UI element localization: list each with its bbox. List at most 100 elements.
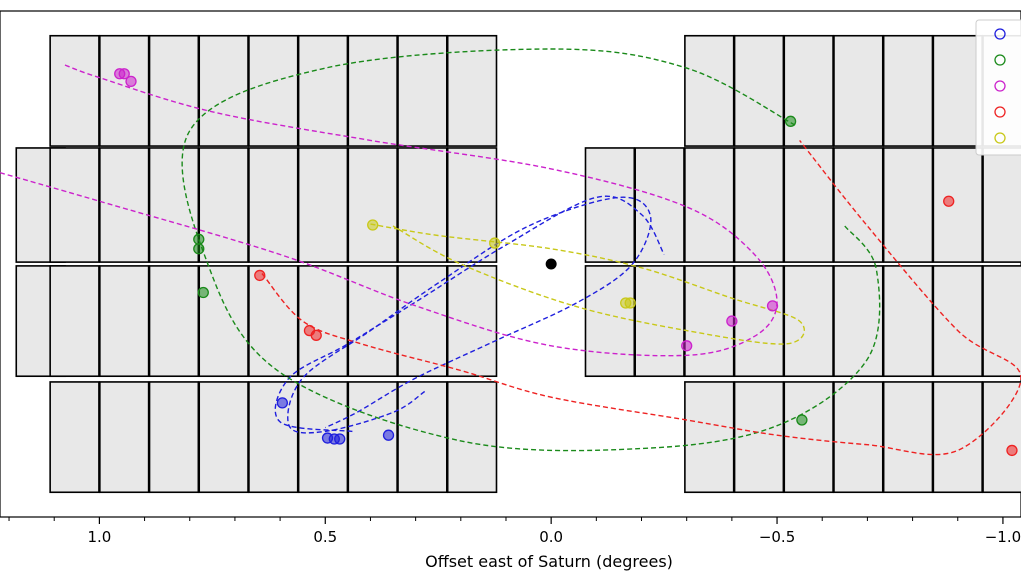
detector-panel bbox=[397, 147, 448, 263]
detector-panel bbox=[198, 381, 249, 494]
detector-panel bbox=[446, 34, 498, 147]
moon-position-point bbox=[118, 68, 130, 80]
detector-panel bbox=[397, 381, 448, 494]
detector-panel bbox=[833, 265, 884, 378]
detector-panel bbox=[148, 34, 200, 147]
moon-position-point bbox=[489, 237, 501, 249]
detector-panel bbox=[297, 34, 349, 147]
moon-position-point bbox=[382, 429, 395, 441]
orbit-path bbox=[287, 196, 652, 434]
legend bbox=[975, 19, 1021, 156]
detector-panel bbox=[783, 147, 834, 263]
detector-panel bbox=[684, 147, 735, 263]
detector-panel bbox=[932, 381, 983, 494]
orbit-path bbox=[261, 139, 1021, 456]
moon-position-point bbox=[796, 414, 808, 426]
detector-panel bbox=[584, 265, 636, 378]
detector-panel bbox=[982, 381, 1021, 494]
detector-panel bbox=[783, 265, 834, 378]
detector-panel bbox=[99, 265, 150, 378]
detector-panel bbox=[297, 265, 349, 378]
detector-panel bbox=[833, 147, 884, 263]
detector-panel bbox=[347, 34, 398, 147]
detector-panel bbox=[783, 34, 834, 147]
orbit-path bbox=[370, 223, 805, 345]
moon-position-point bbox=[681, 340, 693, 352]
x-tick-label: −1.0 bbox=[985, 528, 1021, 546]
detector-panel bbox=[148, 265, 200, 378]
moon-position-point bbox=[367, 219, 379, 231]
detector-panel bbox=[882, 147, 934, 263]
x-tick-label: 1.0 bbox=[87, 528, 111, 546]
detector-panel bbox=[49, 381, 100, 494]
moon-position-point bbox=[125, 75, 137, 88]
detector-panel bbox=[982, 147, 1021, 263]
detector-panel bbox=[297, 147, 349, 263]
moon-position-point bbox=[784, 115, 797, 127]
moon-position-point bbox=[310, 329, 322, 341]
detector-panel bbox=[634, 265, 685, 378]
detector-panel bbox=[198, 265, 249, 378]
detector-panel bbox=[248, 147, 299, 263]
detector-panel bbox=[684, 381, 735, 494]
detector-panel bbox=[248, 34, 299, 147]
detector-panel bbox=[733, 381, 785, 494]
moon-position-point bbox=[254, 269, 266, 282]
legend-box bbox=[975, 19, 1021, 156]
moon-position-point bbox=[334, 433, 346, 445]
background-panels bbox=[15, 34, 1021, 494]
x-tick-label: 0.0 bbox=[539, 528, 563, 546]
moon-position-point bbox=[624, 297, 636, 309]
detector-panel bbox=[446, 381, 498, 494]
x-axis-label: Offset east of Saturn (degrees) bbox=[425, 552, 673, 571]
detector-panel bbox=[584, 147, 636, 263]
detector-panel bbox=[733, 265, 785, 378]
detector-panel bbox=[148, 381, 200, 494]
detector-panel bbox=[397, 34, 448, 147]
legend-marker bbox=[994, 106, 1006, 118]
legend-marker bbox=[994, 54, 1006, 66]
moon-position-point bbox=[1006, 444, 1018, 457]
moon-position-point bbox=[726, 315, 738, 327]
detector-panel bbox=[882, 34, 934, 147]
detector-panel bbox=[733, 34, 785, 147]
detector-panel bbox=[634, 147, 685, 263]
orbit-path bbox=[181, 48, 881, 452]
detector-panel bbox=[99, 381, 150, 494]
detector-panel bbox=[932, 265, 983, 378]
detector-panel bbox=[248, 381, 299, 494]
moon-position-point bbox=[193, 243, 205, 255]
detector-panel bbox=[99, 147, 150, 263]
moon-position-point bbox=[276, 397, 289, 409]
legend-marker bbox=[994, 80, 1006, 92]
detector-panel bbox=[733, 147, 785, 263]
detector-panel bbox=[49, 265, 100, 378]
detector-panel bbox=[684, 34, 735, 147]
detector-panel bbox=[446, 265, 498, 378]
detector-panel bbox=[882, 381, 934, 494]
x-tick-label: 0.5 bbox=[313, 528, 337, 546]
detector-panel bbox=[982, 265, 1021, 378]
point-layer bbox=[114, 68, 1018, 457]
moon-position-point bbox=[193, 233, 205, 245]
legend-marker bbox=[994, 132, 1006, 144]
detector-panel bbox=[198, 34, 249, 147]
x-axis: 1.0 0.5 0.0 −0.5 −1.0 bbox=[8, 517, 1021, 546]
moon-position-point bbox=[943, 195, 955, 207]
detector-panel bbox=[347, 147, 398, 263]
orbit-path bbox=[274, 195, 665, 433]
moon-position-point bbox=[197, 286, 209, 299]
moon-position-point bbox=[766, 300, 779, 312]
detector-panel bbox=[833, 34, 884, 147]
detector-panel bbox=[833, 381, 884, 494]
detector-panel bbox=[932, 34, 983, 147]
detector-panel bbox=[783, 381, 834, 494]
detector-panel bbox=[49, 147, 100, 263]
detector-panel bbox=[248, 265, 299, 378]
detector-panel bbox=[932, 147, 983, 263]
detector-panel bbox=[446, 147, 498, 263]
detector-panel bbox=[148, 147, 200, 263]
detector-panel bbox=[347, 265, 398, 378]
detector-panel bbox=[397, 265, 448, 378]
x-tick-label: −0.5 bbox=[759, 528, 795, 546]
